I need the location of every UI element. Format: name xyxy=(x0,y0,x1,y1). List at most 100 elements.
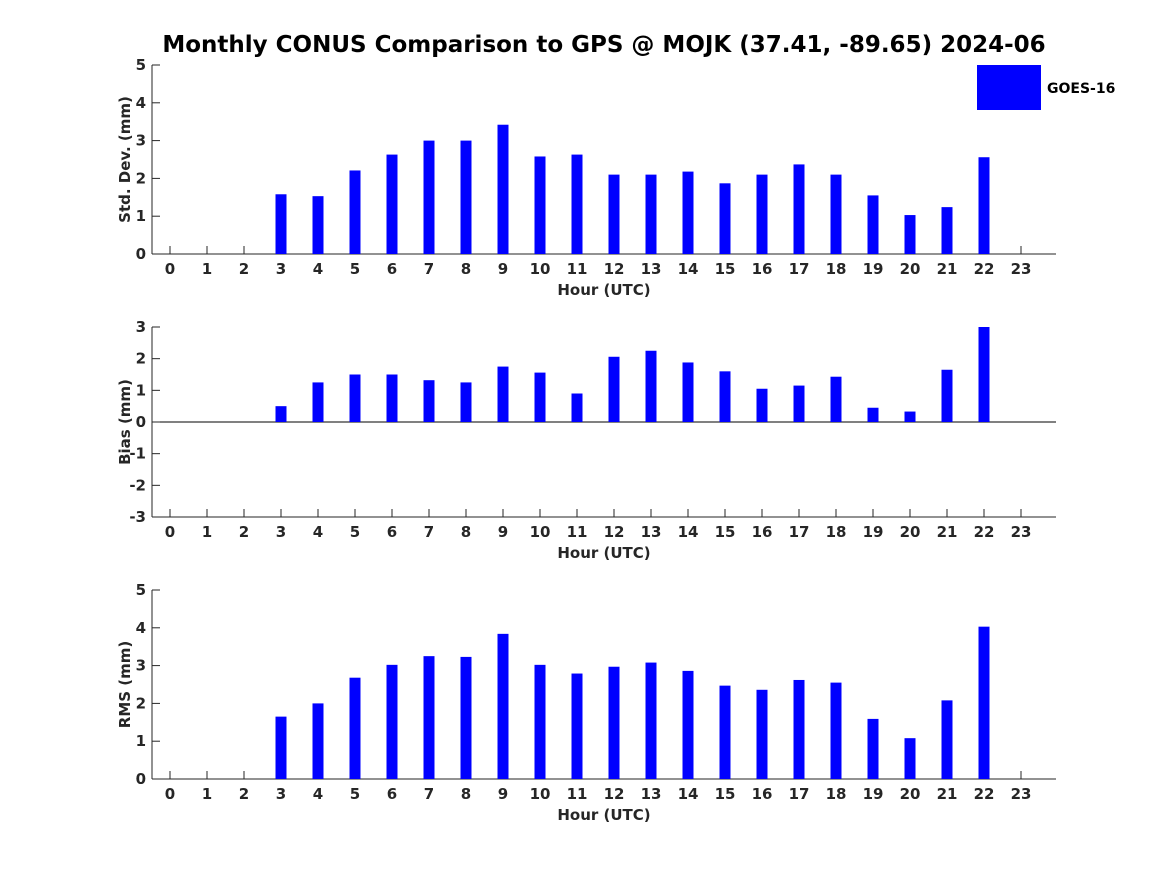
x-axis-label: Hour (UTC) xyxy=(557,281,650,299)
y-tick-label: 1 xyxy=(136,381,146,399)
legend-label: GOES-16 xyxy=(1047,81,1115,97)
x-tick-label: 16 xyxy=(752,523,773,541)
x-tick-label: 6 xyxy=(387,785,397,803)
bar-hour-9 xyxy=(497,633,509,779)
y-tick-label: 1 xyxy=(136,732,146,750)
bar-hour-11 xyxy=(571,673,583,779)
x-tick-label: 19 xyxy=(863,260,884,278)
x-tick-label: 8 xyxy=(461,260,471,278)
x-tick-label: 10 xyxy=(530,260,551,278)
bar-hour-14 xyxy=(682,670,694,779)
bar-hour-6 xyxy=(386,664,398,779)
bar-hour-14 xyxy=(682,171,694,254)
x-tick-label: 13 xyxy=(641,260,662,278)
bar-hour-19 xyxy=(867,407,879,422)
x-tick-label: 4 xyxy=(313,260,323,278)
bar-hour-18 xyxy=(830,174,842,254)
bar-hour-5 xyxy=(349,374,361,422)
x-tick-label: 15 xyxy=(715,260,736,278)
x-tick-label: 22 xyxy=(974,260,995,278)
y-axis-label: Std. Dev. (mm) xyxy=(116,96,134,223)
y-tick-label: 4 xyxy=(136,94,146,112)
y-tick-label: 3 xyxy=(136,318,146,336)
x-tick-label: 3 xyxy=(276,260,286,278)
x-tick-label: 9 xyxy=(498,260,508,278)
y-tick-label: 3 xyxy=(136,132,146,150)
bar-hour-21 xyxy=(941,207,953,254)
x-tick-label: 16 xyxy=(752,785,773,803)
x-tick-label: 17 xyxy=(789,523,810,541)
x-tick-label: 18 xyxy=(826,260,847,278)
bar-hour-22 xyxy=(978,327,990,422)
x-tick-label: 21 xyxy=(937,523,958,541)
y-tick-label: 0 xyxy=(136,770,146,788)
bar-hour-19 xyxy=(867,195,879,254)
y-tick-label: 5 xyxy=(136,581,146,599)
bar-hour-15 xyxy=(719,183,731,254)
bar-hour-3 xyxy=(275,716,287,779)
y-tick-label: 5 xyxy=(136,56,146,74)
x-tick-label: 19 xyxy=(863,785,884,803)
x-tick-label: 14 xyxy=(678,260,699,278)
x-tick-label: 20 xyxy=(900,523,921,541)
x-tick-label: 12 xyxy=(604,260,625,278)
x-tick-label: 22 xyxy=(974,785,995,803)
bar-hour-20 xyxy=(904,411,916,422)
x-tick-label: 12 xyxy=(604,785,625,803)
bar-hour-16 xyxy=(756,174,768,254)
bar-hour-11 xyxy=(571,393,583,422)
bar-hour-8 xyxy=(460,140,472,254)
bar-hour-19 xyxy=(867,718,879,779)
y-tick-label: 4 xyxy=(136,619,146,637)
x-tick-label: 6 xyxy=(387,523,397,541)
bar-hour-7 xyxy=(423,380,435,422)
y-tick-label: 2 xyxy=(136,350,146,368)
x-tick-label: 2 xyxy=(239,260,249,278)
x-tick-label: 2 xyxy=(239,523,249,541)
legend-swatch xyxy=(977,65,1041,110)
x-tick-label: 1 xyxy=(202,260,212,278)
bar-hour-10 xyxy=(534,156,546,254)
bar-hour-12 xyxy=(608,174,620,254)
x-tick-label: 4 xyxy=(313,785,323,803)
y-tick-label: 0 xyxy=(136,413,146,431)
x-tick-label: 0 xyxy=(165,260,175,278)
x-tick-label: 15 xyxy=(715,523,736,541)
bar-hour-13 xyxy=(645,174,657,254)
x-tick-label: 10 xyxy=(530,523,551,541)
x-tick-label: 9 xyxy=(498,785,508,803)
bar-hour-17 xyxy=(793,679,805,779)
x-tick-label: 11 xyxy=(567,785,588,803)
x-tick-label: 3 xyxy=(276,785,286,803)
x-tick-label: 6 xyxy=(387,260,397,278)
bar-hour-5 xyxy=(349,170,361,254)
bar-hour-16 xyxy=(756,388,768,422)
y-tick-label: -3 xyxy=(129,508,146,526)
bar-hour-14 xyxy=(682,362,694,422)
bar-hour-21 xyxy=(941,369,953,422)
legend: GOES-16 xyxy=(977,65,1115,110)
bar-hour-22 xyxy=(978,626,990,779)
bar-hour-16 xyxy=(756,689,768,779)
x-tick-label: 13 xyxy=(641,785,662,803)
x-tick-label: 7 xyxy=(424,523,434,541)
y-tick-label: 0 xyxy=(136,245,146,263)
bar-hour-6 xyxy=(386,374,398,422)
bar-hour-7 xyxy=(423,140,435,254)
x-tick-label: 5 xyxy=(350,785,360,803)
x-tick-label: 0 xyxy=(165,785,175,803)
chart-title: Monthly CONUS Comparison to GPS @ MOJK (… xyxy=(162,32,1045,58)
y-axis-label: RMS (mm) xyxy=(116,641,134,728)
x-tick-label: 2 xyxy=(239,785,249,803)
bar-hour-22 xyxy=(978,157,990,254)
bar-hour-10 xyxy=(534,372,546,422)
x-tick-label: 19 xyxy=(863,523,884,541)
x-tick-label: 17 xyxy=(789,785,810,803)
bar-hour-7 xyxy=(423,656,435,779)
x-tick-label: 23 xyxy=(1011,785,1032,803)
y-tick-label: 3 xyxy=(136,657,146,675)
